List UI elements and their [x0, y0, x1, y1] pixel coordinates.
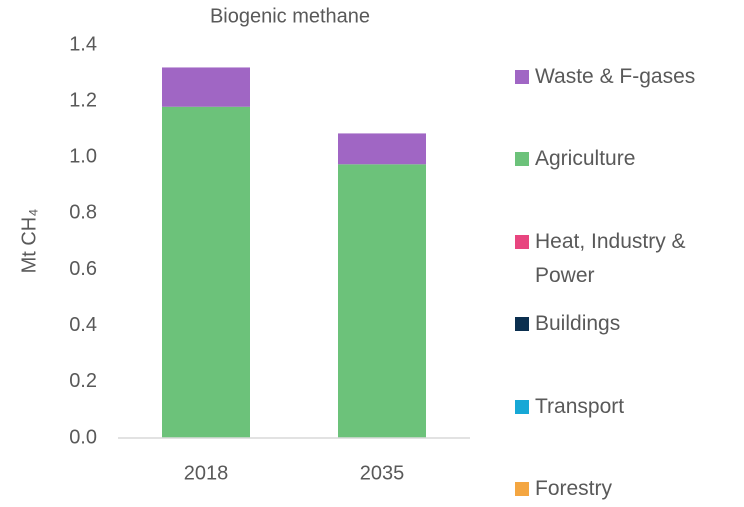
legend-item: Forestry [515, 472, 735, 506]
legend-label: Agriculture [535, 147, 636, 171]
x-tick-label: 2018 [184, 462, 229, 484]
y-tick-label: 1.0 [69, 146, 97, 168]
legend-item: Transport [515, 390, 735, 424]
legend: Forestry Transport Buildings Heat, Industry… [515, 0, 744, 507]
bar-segment [338, 133, 426, 165]
legend-swatch [515, 482, 529, 496]
legend-label: Waste & F-gases [535, 65, 696, 88]
y-tick-label: 1.2 [69, 89, 97, 111]
y-tick-label: 0.4 [69, 314, 97, 336]
chart-title: Biogenic methane [210, 5, 370, 27]
y-axis-label: Mt CH₄ [18, 209, 40, 274]
y-tick-label: 1.4 [69, 33, 97, 55]
legend-item: Agriculture [515, 142, 735, 176]
y-tick-label: 0.2 [69, 370, 97, 392]
legend-swatch [515, 152, 529, 167]
x-tick-label: 2035 [360, 462, 405, 484]
legend-item: Waste & F-gases [515, 60, 735, 94]
bar-segment [338, 164, 426, 438]
legend-item: Heat, Industry & Power [515, 225, 735, 293]
y-tick-label: 0.8 [69, 202, 97, 224]
legend-swatch [515, 70, 529, 84]
bar-segment [162, 67, 250, 107]
legend-swatch [515, 234, 529, 249]
legend-swatch [515, 399, 529, 414]
legend-label: Buildings [535, 312, 621, 336]
legend-item: Buildings [515, 307, 735, 341]
legend-label: Forestry [535, 477, 613, 500]
legend-label: Heat, Industry & Power [535, 229, 686, 287]
y-tick-label: 0.6 [69, 258, 97, 280]
y-tick-label: 0.0 [69, 426, 97, 448]
bar-segment [162, 106, 250, 438]
legend-label: Transport [535, 394, 625, 418]
legend-swatch [515, 317, 529, 332]
